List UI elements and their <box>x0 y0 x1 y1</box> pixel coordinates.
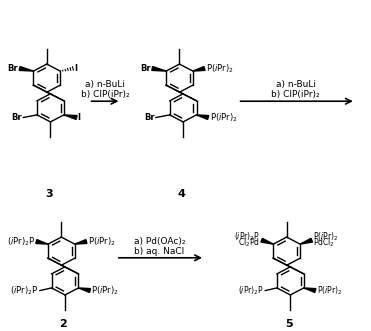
Text: Br: Br <box>7 64 18 73</box>
Text: b) ClP(iPr)₂: b) ClP(iPr)₂ <box>272 90 320 99</box>
Text: Cl$_2$Pd: Cl$_2$Pd <box>238 236 260 249</box>
Polygon shape <box>78 288 91 293</box>
Polygon shape <box>36 240 48 244</box>
Text: a) n-BuLi: a) n-BuLi <box>85 80 125 89</box>
Polygon shape <box>64 115 77 119</box>
Text: Br: Br <box>144 113 154 122</box>
Polygon shape <box>304 288 316 293</box>
Polygon shape <box>152 67 166 71</box>
Polygon shape <box>300 238 312 244</box>
Text: b) ClP(iPr)₂: b) ClP(iPr)₂ <box>81 90 129 99</box>
Text: 2: 2 <box>59 319 67 329</box>
Text: P($i$Pr)$_2$: P($i$Pr)$_2$ <box>92 284 119 297</box>
Text: P($i$Pr)$_2$: P($i$Pr)$_2$ <box>210 111 237 124</box>
Text: 4: 4 <box>177 189 185 199</box>
Text: ($i$Pr)$_2$P: ($i$Pr)$_2$P <box>238 284 264 297</box>
Text: P($i$Pr)$_2$: P($i$Pr)$_2$ <box>317 284 342 297</box>
Text: b) aq. NaCl: b) aq. NaCl <box>134 247 185 256</box>
Text: P($i$Pr)$_2$: P($i$Pr)$_2$ <box>313 231 339 243</box>
Text: ($i$Pr)$_2$P: ($i$Pr)$_2$P <box>7 235 35 248</box>
Text: P($i$Pr)$_2$: P($i$Pr)$_2$ <box>88 235 115 248</box>
Text: 3: 3 <box>45 189 52 199</box>
Text: PdCl$_2$: PdCl$_2$ <box>313 236 335 249</box>
Polygon shape <box>261 238 273 244</box>
Text: 5: 5 <box>285 319 292 329</box>
Text: I: I <box>78 113 81 122</box>
Polygon shape <box>197 115 209 119</box>
Text: a) Pd(OAc)₂: a) Pd(OAc)₂ <box>134 237 185 246</box>
Text: Br: Br <box>140 64 151 73</box>
Polygon shape <box>19 67 33 71</box>
Text: I: I <box>74 64 77 73</box>
Polygon shape <box>193 67 205 71</box>
Text: P($i$Pr)$_2$: P($i$Pr)$_2$ <box>206 62 234 75</box>
Text: ($i$Pr)$_2$P: ($i$Pr)$_2$P <box>10 284 39 297</box>
Text: ($i$Pr)$_2$P: ($i$Pr)$_2$P <box>234 231 260 243</box>
Polygon shape <box>75 240 87 244</box>
Text: a) n-BuLi: a) n-BuLi <box>276 80 316 89</box>
Text: Br: Br <box>11 113 22 122</box>
